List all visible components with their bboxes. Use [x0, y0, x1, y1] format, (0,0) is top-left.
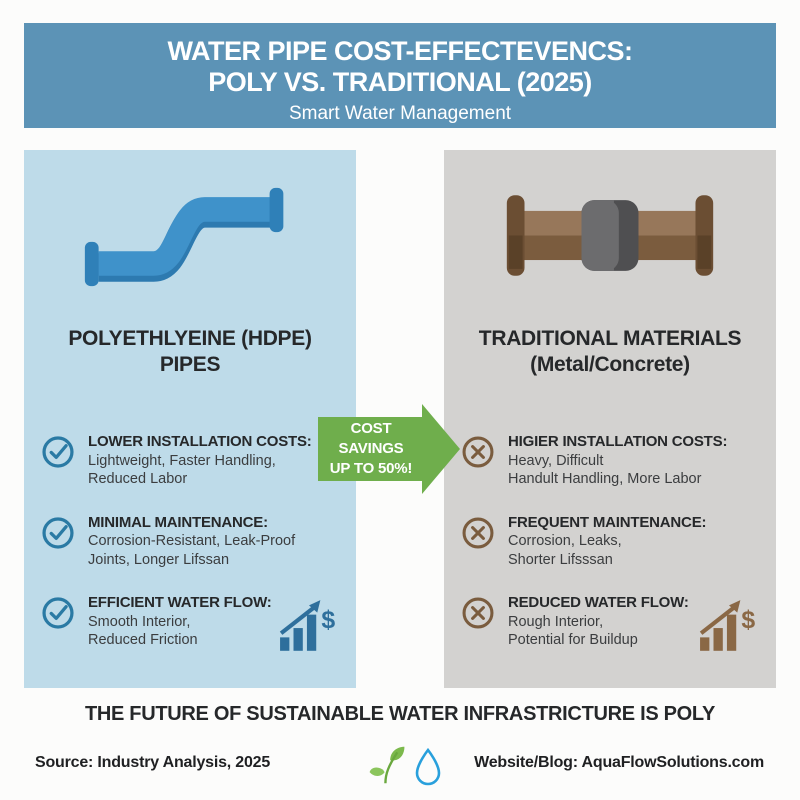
list-item: FREQUENT MAINTENANCE: Corrosion, Leaks, … — [460, 513, 770, 570]
footer-website: Website/Blog: AquaFlowSolutions.com — [474, 754, 764, 771]
footer: Source: Industry Analysis, 2025 Website/… — [0, 742, 800, 792]
check-circle-icon — [40, 434, 76, 475]
list-item: EFFICIENT WATER FLOW: Smooth Interior, R… — [40, 593, 350, 650]
footer-icons — [368, 742, 442, 793]
item-detail: Corrosion, Leaks, Shorter Lifsssan — [508, 533, 622, 568]
page-subtitle: Smart Water Management — [288, 103, 512, 124]
page-title-line1: WATER PIPE COST-EFFECTEVENCS: — [167, 36, 633, 66]
hdpe-benefit-list: LOWER INSTALLATION COSTS: Lightweight, F… — [40, 432, 350, 674]
svg-text:$: $ — [741, 607, 755, 634]
list-item: REDUCED WATER FLOW: Rough Interior, Pote… — [460, 593, 770, 650]
item-heading: HIGIER INSTALLATION COSTS: — [508, 433, 728, 450]
footer-source: Source: Industry Analysis, 2025 — [35, 754, 271, 771]
droplet-icon — [414, 747, 442, 793]
svg-text:$: $ — [321, 607, 335, 634]
check-circle-icon — [40, 515, 76, 556]
cost-savings-label: COST SAVINGS UP TO 50%! — [318, 402, 424, 496]
hdpe-title-line2: PIPES — [159, 353, 221, 376]
item-heading: MINIMAL MAINTENANCE: — [88, 513, 268, 531]
traditional-title-line1: TRADITIONAL MATERIALS — [478, 327, 742, 350]
x-circle-icon — [460, 434, 496, 475]
traditional-title-line2: (Metal/Concrete) — [530, 353, 690, 376]
traditional-pipe-icon — [444, 172, 776, 302]
x-circle-icon — [460, 515, 496, 556]
list-item: MINIMAL MAINTENANCE: Corrosion-Resistant… — [40, 513, 350, 570]
traditional-panel: TRADITIONAL MATERIALS (Metal/Concrete) H… — [444, 150, 776, 688]
leaf-icon — [368, 742, 406, 793]
cost-savings-line2: UP TO 50%! — [329, 460, 413, 477]
item-detail: Corrosion-Resistant, Leak-Proof Joints, … — [88, 533, 296, 568]
rising-cost-chart-icon: $ — [278, 598, 340, 659]
item-detail: Rough Interior, Potential for Buildup — [508, 613, 638, 649]
item-heading: LOWER INSTALLATION COSTS: — [88, 433, 312, 450]
item-heading: EFFICIENT WATER FLOW: — [88, 594, 272, 611]
item-detail: Lightweight, Faster Handling, Reduced La… — [88, 452, 276, 488]
check-circle-icon — [40, 595, 76, 636]
right-arrow-icon — [318, 404, 460, 494]
list-item: HIGIER INSTALLATION COSTS: Heavy, Diffic… — [460, 432, 770, 489]
hdpe-panel: POLYETHLYEINE (HDPE) PIPES LOWER INSTALL… — [24, 150, 356, 688]
cost-savings-arrow: COST SAVINGS UP TO 50%! — [318, 402, 460, 496]
page-title-line2: POLY VS. TRADITIONAL (2025) — [208, 67, 592, 97]
cost-savings-line1: COST SAVINGS — [338, 420, 404, 457]
page-title: WATER PIPE COST-EFFECTEVENCS: POLY VS. T… — [24, 23, 776, 98]
traditional-drawback-list: HIGIER INSTALLATION COSTS: Heavy, Diffic… — [460, 432, 770, 674]
hdpe-title-line1: POLYETHLYEINE (HDPE) — [68, 327, 312, 350]
header-band: WATER PIPE COST-EFFECTEVENCS: POLY VS. T… — [24, 23, 776, 128]
item-heading: REDUCED WATER FLOW: — [508, 594, 689, 611]
item-detail: Heavy, Difficult Handult Handling, More … — [508, 452, 702, 488]
traditional-panel-title: TRADITIONAL MATERIALS (Metal/Concrete) — [444, 326, 776, 378]
tagline: THE FUTURE OF SUSTAINABLE WATER INFRASTR… — [84, 703, 716, 725]
rising-cost-chart-icon: $ — [698, 598, 760, 659]
hdpe-pipe-icon — [24, 172, 356, 305]
hdpe-panel-title: POLYETHLYEINE (HDPE) PIPES — [24, 326, 356, 378]
item-detail: Smooth Interior, Reduced Friction — [88, 613, 198, 649]
list-item: LOWER INSTALLATION COSTS: Lightweight, F… — [40, 432, 350, 489]
x-circle-icon — [460, 595, 496, 636]
item-heading: FREQUENT MAINTENANCE: — [508, 513, 707, 531]
